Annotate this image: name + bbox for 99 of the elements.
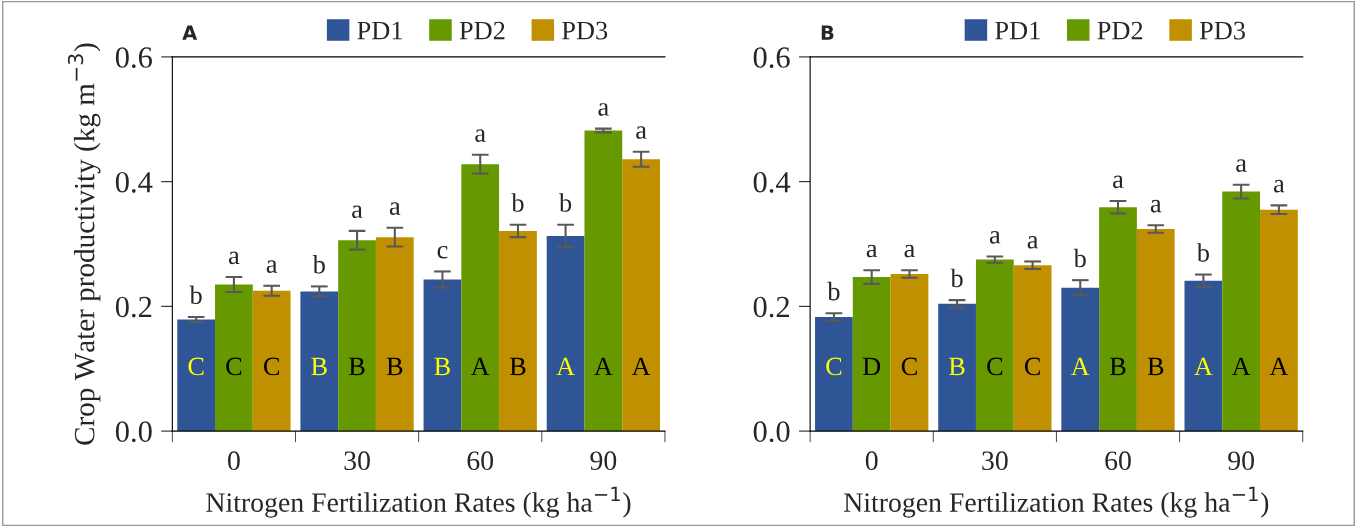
- annotation: A: [594, 357, 613, 376]
- annotation: C: [188, 357, 204, 376]
- annotation: A: [1269, 357, 1289, 376]
- annotation: A: [470, 357, 490, 376]
- annotation: B: [509, 357, 526, 376]
- annotation: D: [862, 357, 881, 376]
- annotation: B: [949, 357, 965, 376]
- y-tick-label: 0.6: [115, 47, 152, 68]
- annotation: B: [434, 357, 450, 376]
- bar: [1136, 229, 1175, 432]
- annotation: A: [631, 357, 651, 376]
- bar: [338, 240, 376, 432]
- data-label: b: [312, 254, 325, 274]
- y-tick-label: 0.4: [115, 171, 153, 193]
- x-tick-label: 90: [590, 451, 617, 471]
- y-tick-label: 0.6: [753, 47, 790, 68]
- bar: [499, 230, 537, 432]
- data-label: b: [558, 193, 572, 212]
- annotation: A: [1194, 357, 1213, 376]
- annotation: A: [1231, 357, 1251, 376]
- data-label: b: [1196, 243, 1209, 262]
- annotation: B: [349, 357, 365, 376]
- data-label: a: [636, 126, 647, 139]
- x-axis-title: Nitrogen Fertilization Rates (kg ha$^{−1}$): [206, 486, 631, 518]
- data-label: b: [950, 268, 963, 288]
- bar: [215, 284, 253, 432]
- annotation: C: [826, 357, 842, 376]
- bar: [975, 259, 1014, 432]
- data-label: a: [352, 205, 363, 219]
- x-tick-label: 0: [865, 451, 878, 471]
- data-label: a: [1150, 199, 1162, 213]
- data-label: a: [389, 202, 401, 215]
- annotation: B: [1109, 357, 1126, 376]
- annotation: B: [1147, 357, 1164, 376]
- data-label: a: [1236, 159, 1247, 172]
- bar: [852, 277, 891, 432]
- annotation: C: [263, 357, 280, 376]
- bar: [546, 235, 585, 432]
- chart-title: A: [182, 25, 198, 40]
- bar: [461, 164, 500, 432]
- y-tick-label: 0.2: [753, 296, 789, 318]
- x-tick-label: 0: [228, 451, 240, 471]
- legend-label: PD3: [562, 21, 608, 40]
- data-label: a: [266, 260, 278, 273]
- annotation: C: [987, 357, 1003, 376]
- annotation: A: [556, 357, 575, 376]
- annotation: C: [226, 357, 242, 376]
- data-label: a: [1027, 235, 1039, 249]
- data-label: a: [904, 244, 915, 258]
- bar: [584, 130, 623, 432]
- bar: [252, 290, 291, 432]
- data-label: c: [437, 245, 448, 259]
- chart-title: B: [821, 25, 834, 40]
- annotation: B: [386, 357, 403, 376]
- bar: [938, 303, 976, 432]
- data-label: a: [1113, 175, 1124, 189]
- bar: [1013, 265, 1052, 432]
- x-tick-label: 60: [467, 451, 494, 471]
- data-label: b: [189, 285, 202, 305]
- y-axis-title: Crop Water productivity (kg m$^{−3}$): [67, 43, 101, 445]
- bar: [177, 319, 216, 432]
- data-label: b: [511, 193, 524, 212]
- x-tick-label: 90: [1228, 451, 1254, 471]
- bar: [890, 273, 929, 432]
- annotation: C: [1024, 357, 1040, 376]
- legend-label: PD2: [459, 21, 505, 40]
- bar: [1222, 191, 1261, 432]
- data-label: a: [1273, 179, 1285, 193]
- bar: [423, 279, 462, 432]
- data-label: b: [1073, 248, 1086, 268]
- data-label: a: [866, 244, 878, 258]
- bar: [300, 291, 339, 432]
- annotation: B: [311, 357, 327, 376]
- data-label: b: [827, 281, 840, 301]
- data-label: a: [228, 251, 240, 265]
- legend-label: PD1: [995, 21, 1040, 40]
- annotation: A: [1070, 357, 1090, 376]
- x-tick-label: 30: [982, 451, 1008, 471]
- bar: [815, 316, 853, 432]
- data-label: a: [598, 103, 609, 116]
- y-tick-label: 0.4: [753, 171, 791, 193]
- x-tick-label: 30: [344, 451, 370, 471]
- bar: [622, 159, 660, 432]
- legend-label: PD3: [1199, 21, 1245, 40]
- y-tick-label: 0.2: [115, 296, 152, 318]
- bar: [375, 237, 414, 432]
- bar: [1061, 287, 1100, 432]
- bar: [1260, 209, 1298, 432]
- legend-label: PD1: [357, 21, 402, 40]
- data-label: a: [475, 129, 486, 142]
- x-axis-title: Nitrogen Fertilization Rates (kg ha$^{−1}$): [844, 486, 1269, 518]
- x-tick-label: 60: [1105, 451, 1131, 471]
- bar: [1184, 280, 1223, 432]
- data-label: a: [989, 230, 1001, 244]
- annotation: C: [901, 357, 917, 376]
- y-tick-label: 0.0: [115, 421, 152, 443]
- y-tick-label: 0.0: [753, 421, 790, 443]
- legend-label: PD2: [1097, 21, 1143, 40]
- bar: [1099, 207, 1137, 432]
